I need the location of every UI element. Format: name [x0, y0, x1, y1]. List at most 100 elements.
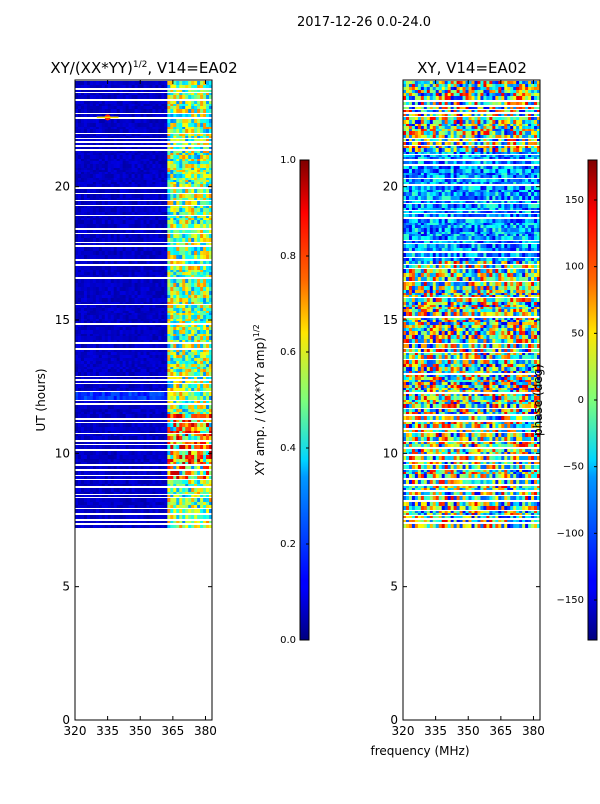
panel1-cell: [164, 462, 168, 464]
panel1-cell: [134, 502, 138, 505]
panel1-cell: [203, 471, 207, 475]
panel1-cell: [176, 295, 180, 298]
panel1-cell: [194, 153, 198, 155]
panel1-cell: [83, 459, 88, 462]
panel1-cell: [191, 509, 195, 513]
panel1-cell: [194, 194, 198, 198]
panel1-cell: [101, 153, 106, 155]
panel1-cell: [98, 153, 103, 155]
panel1-cell: [179, 182, 183, 184]
panel1-cell: [197, 261, 201, 264]
panel1-cell: [128, 319, 132, 321]
panel1-cell: [110, 247, 115, 251]
panel1-cell: [158, 216, 162, 218]
panel1-cell: [167, 392, 171, 396]
panel1-cell: [75, 344, 79, 348]
panel1-cell: [167, 321, 171, 323]
panel1-cell: [170, 396, 174, 400]
panel1-cell: [206, 272, 210, 275]
panel1-cell: [101, 136, 106, 138]
panel1-cell: [179, 509, 183, 513]
panel1-cell: [152, 336, 156, 340]
panel1-cell: [95, 364, 100, 367]
panel1-cell: [203, 377, 207, 379]
panel1-cell: [149, 364, 153, 367]
panel1-cell: [152, 172, 156, 174]
panel1-cell: [167, 396, 171, 400]
panel1-cell: [116, 498, 121, 502]
panel1-cell: [119, 275, 124, 277]
panel1-cell: [155, 364, 159, 367]
panel1-cell: [83, 502, 88, 505]
panel1-cell: [128, 136, 132, 138]
panel1-cell: [206, 327, 210, 330]
panel1-cell: [158, 495, 162, 497]
panel1-cell: [125, 272, 130, 275]
panel1-cell: [191, 492, 195, 494]
panel1-cell: [104, 178, 109, 180]
panel1-cell: [203, 201, 207, 205]
panel1-cell: [98, 327, 103, 330]
panel1-cell: [116, 189, 121, 193]
panel1-cell: [206, 182, 210, 184]
panel1-cell: [77, 327, 82, 330]
panel1-cell: [101, 291, 106, 295]
panel1-cell: [209, 492, 212, 494]
panel1-cell: [92, 159, 97, 161]
panel1-cell: [140, 405, 144, 409]
panel1-cell: [107, 355, 112, 358]
panel1-cell: [152, 305, 156, 308]
panel1-cell: [104, 189, 109, 193]
panel1-cell: [128, 355, 132, 358]
panel1-cell: [89, 295, 94, 298]
panel1-cell: [197, 381, 201, 383]
panel1-cell: [185, 436, 189, 440]
panel1-cell: [182, 174, 186, 178]
panel1-cell: [143, 230, 147, 233]
panel1-cell: [155, 184, 159, 187]
panel1-cell: [146, 521, 150, 523]
panel1-cell: [89, 381, 94, 383]
panel1-cell: [131, 216, 135, 218]
panel1-cell: [197, 208, 201, 212]
panel1-cell: [209, 340, 212, 342]
panel1-cell: [182, 218, 186, 220]
panel1-cell: [152, 377, 156, 379]
panel1-cell: [161, 212, 165, 215]
panel1-cell: [134, 367, 138, 369]
panel1-cell: [131, 336, 135, 340]
panel1-cell: [206, 291, 210, 295]
panel1-cell: [155, 476, 159, 479]
panel1-cell: [104, 388, 109, 391]
panel1-cell: [158, 364, 162, 367]
panel1-cell: [209, 216, 212, 218]
panel1-cell: [83, 298, 88, 302]
panel1-cell: [203, 409, 207, 412]
panel1-cell: [134, 505, 138, 508]
panel1-cell: [75, 466, 79, 469]
panel1-cell: [173, 471, 177, 475]
panel1-cell: [116, 261, 121, 264]
panel1-cell: [161, 168, 165, 170]
panel1-cell: [182, 275, 186, 277]
panel1-cell: [197, 372, 201, 376]
panel1-cell: [170, 319, 174, 321]
panel1-cell: [161, 283, 165, 287]
panel1-cell: [170, 275, 174, 277]
panel1-cell: [137, 319, 141, 321]
panel1-cell: [203, 488, 207, 492]
panel1-cell: [128, 414, 132, 418]
panel1-cell: [107, 295, 112, 298]
panel1-cell: [140, 462, 144, 464]
panel1-cell: [77, 287, 82, 291]
panel1-cell: [146, 261, 150, 264]
panel1-cell: [125, 325, 130, 327]
panel1-cell: [188, 319, 192, 321]
panel1-cell: [185, 495, 189, 497]
panel1-cell: [185, 295, 189, 298]
panel1-cell: [173, 396, 177, 400]
panel1-cell: [155, 423, 159, 427]
panel1-cell: [143, 377, 147, 379]
panel1-cell: [104, 498, 109, 502]
panel1-cell: [197, 434, 201, 436]
